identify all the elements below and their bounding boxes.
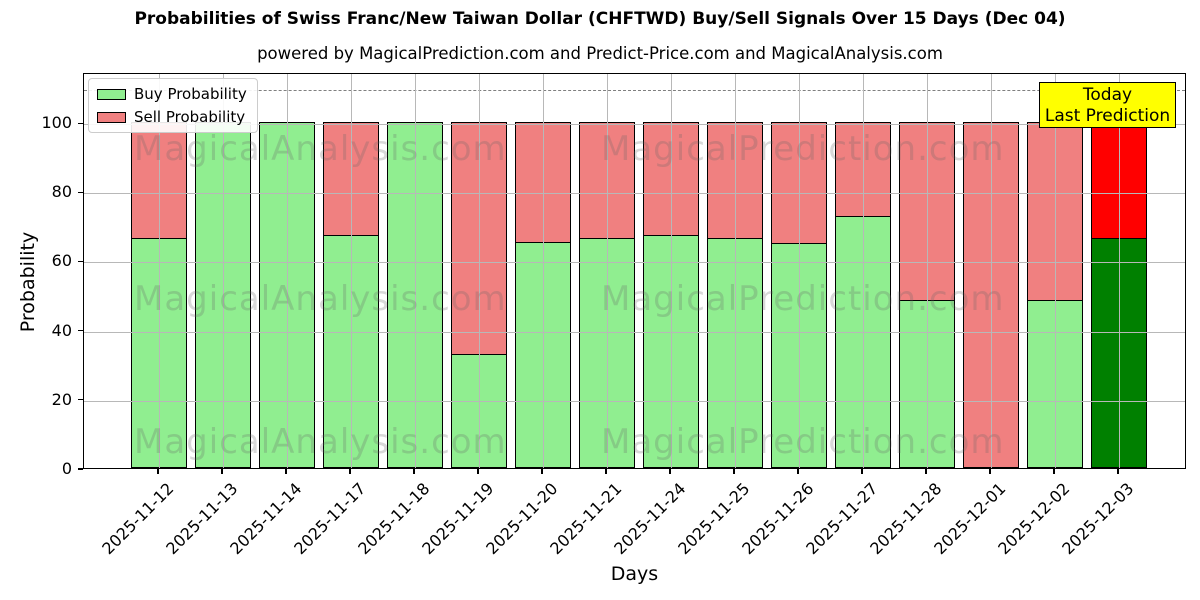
y-tickmark bbox=[78, 330, 83, 332]
v-gridline bbox=[223, 74, 224, 468]
x-tickmark bbox=[605, 469, 607, 474]
legend-item-sell: Sell Probability bbox=[97, 108, 247, 126]
y-tick-label: 100 bbox=[41, 113, 72, 133]
v-gridline bbox=[735, 74, 736, 468]
y-tick-label: 0 bbox=[61, 459, 72, 478]
h-gridline bbox=[84, 193, 1185, 195]
x-tickmark bbox=[157, 469, 159, 474]
v-gridline bbox=[991, 74, 992, 468]
y-tick-label: 20 bbox=[51, 389, 72, 409]
h-gridline bbox=[84, 262, 1185, 264]
x-tickmark bbox=[221, 469, 223, 474]
v-gridline bbox=[415, 74, 416, 468]
today-annotation-line2: Last Prediction bbox=[1044, 106, 1171, 126]
x-tickmark bbox=[541, 469, 543, 474]
y-tick-label: 60 bbox=[51, 251, 72, 271]
legend-buy-label: Buy Probability bbox=[134, 85, 247, 103]
legend-item-buy: Buy Probability bbox=[97, 85, 247, 103]
v-gridline bbox=[287, 74, 288, 468]
x-tickmark bbox=[861, 469, 863, 474]
x-tickmark bbox=[477, 469, 479, 474]
v-gridline bbox=[671, 74, 672, 468]
y-tick-label: 80 bbox=[51, 182, 72, 202]
v-gridline bbox=[351, 74, 352, 468]
y-tickmark bbox=[78, 399, 83, 401]
v-gridline bbox=[799, 74, 800, 468]
v-gridline bbox=[479, 74, 480, 468]
x-tickmark bbox=[797, 469, 799, 474]
chart-subtitle: powered by MagicalPrediction.com and Pre… bbox=[257, 44, 943, 63]
x-tickmark bbox=[1053, 469, 1055, 474]
y-tick-label: 40 bbox=[51, 320, 72, 340]
v-gridline bbox=[159, 74, 160, 468]
x-tickmark bbox=[733, 469, 735, 474]
h-gridline bbox=[84, 124, 1185, 126]
sell-swatch-icon bbox=[97, 111, 126, 123]
chart-title: Probabilities of Swiss Franc/New Taiwan … bbox=[134, 9, 1066, 29]
legend: Buy Probability Sell Probability bbox=[88, 78, 258, 133]
x-tickmark bbox=[413, 469, 415, 474]
h-gridline bbox=[84, 400, 1185, 402]
legend-sell-label: Sell Probability bbox=[134, 108, 246, 126]
today-annotation: Today Last Prediction bbox=[1039, 82, 1176, 128]
v-gridline bbox=[863, 74, 864, 468]
v-gridline bbox=[1119, 74, 1120, 468]
buy-swatch-icon bbox=[97, 88, 126, 100]
v-gridline bbox=[927, 74, 928, 468]
v-gridline bbox=[543, 74, 544, 468]
v-gridline bbox=[607, 74, 608, 468]
x-tickmark bbox=[925, 469, 927, 474]
x-tickmark bbox=[989, 469, 991, 474]
x-tickmark bbox=[349, 469, 351, 474]
y-tickmark bbox=[78, 191, 83, 193]
y-tickmark bbox=[78, 468, 83, 470]
plot-area: Buy Probability Sell Probability Today L… bbox=[83, 73, 1186, 469]
today-annotation-line1: Today bbox=[1082, 85, 1133, 105]
v-gridline bbox=[1055, 74, 1056, 468]
x-tickmark bbox=[669, 469, 671, 474]
y-tickmark bbox=[78, 260, 83, 263]
x-axis-label: Days bbox=[610, 563, 659, 585]
y-tickmark bbox=[78, 122, 83, 124]
h-gridline bbox=[84, 331, 1185, 333]
x-tickmark bbox=[285, 469, 287, 474]
dashed-reference-line bbox=[84, 89, 1185, 91]
x-tickmark bbox=[1117, 469, 1119, 474]
